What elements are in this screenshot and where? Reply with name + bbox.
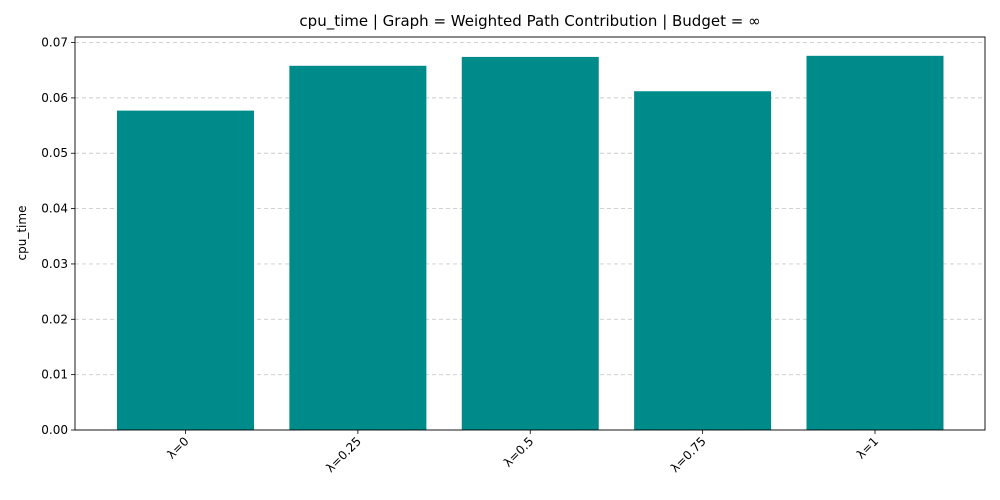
y-axis-label: cpu_time bbox=[15, 206, 29, 261]
y-tick-label: 0.01 bbox=[41, 368, 68, 382]
y-tick-label: 0.02 bbox=[41, 312, 68, 326]
x-axis-ticks: λ=0 λ=0.25 λ=0.5 λ=0.75 λ=1 bbox=[164, 430, 881, 475]
y-axis-ticks: 0.00 0.01 0.02 0.03 0.04 0.05 0.06 0.07 bbox=[41, 36, 75, 437]
bar bbox=[289, 65, 427, 431]
bars bbox=[117, 55, 944, 431]
x-tick-label: λ=0.5 bbox=[501, 434, 537, 470]
y-tick-label: 0.04 bbox=[41, 202, 68, 216]
bar bbox=[117, 110, 254, 430]
x-tick-label: λ=0 bbox=[164, 434, 191, 461]
y-tick-label: 0.03 bbox=[41, 257, 68, 271]
bar bbox=[806, 55, 944, 431]
bar bbox=[461, 56, 599, 431]
y-tick-label: 0.07 bbox=[41, 36, 68, 50]
y-tick-label: 0.05 bbox=[41, 146, 68, 160]
y-tick-label: 0.00 bbox=[41, 423, 68, 437]
plot-frame bbox=[74, 36, 986, 431]
x-tick-label: λ=0.75 bbox=[668, 434, 709, 475]
y-tick-label: 0.06 bbox=[41, 91, 68, 105]
chart-title: cpu_time | Graph = Weighted Path Contrib… bbox=[299, 12, 760, 31]
x-tick-label: λ=0.25 bbox=[323, 434, 364, 475]
bar bbox=[634, 91, 772, 431]
x-tick-label: λ=1 bbox=[854, 434, 881, 461]
